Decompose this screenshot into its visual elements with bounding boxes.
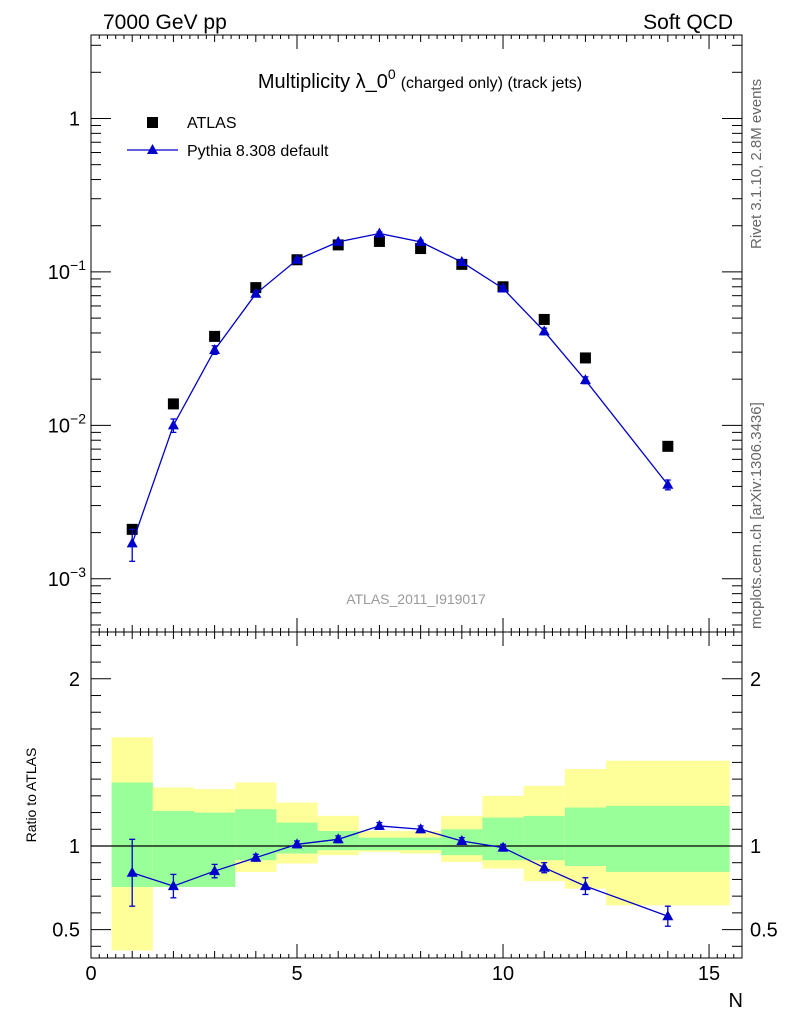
pythia-point xyxy=(126,537,138,548)
header-left: 7000 GeV pp xyxy=(103,11,227,34)
atlas-point xyxy=(662,440,674,452)
inner-uncertainty-band xyxy=(400,837,442,851)
inner-uncertainty-band xyxy=(482,817,524,861)
inner-uncertainty-band xyxy=(523,815,565,861)
pythia-point xyxy=(332,833,344,844)
pythia-point xyxy=(538,861,550,872)
pythia-point xyxy=(415,823,427,834)
x-tick-label: 10 xyxy=(492,963,514,985)
pythia-point xyxy=(497,841,509,852)
analysis-id-label: ATLAS_2011_I919017 xyxy=(346,591,486,607)
chart-title-sup: 0 xyxy=(388,66,396,82)
ratio-y-tick-label: 0.5 xyxy=(52,920,80,942)
ratio-y-tick-label: 2 xyxy=(69,669,80,691)
inner-uncertainty-band xyxy=(564,807,607,867)
y-tick-label: 10−2 xyxy=(48,410,86,437)
pythia-point xyxy=(579,374,591,385)
pythia-point xyxy=(662,910,674,921)
atlas-point xyxy=(415,243,427,255)
legend-atlas-marker xyxy=(147,117,158,128)
pythia-point xyxy=(538,325,550,336)
atlas-point xyxy=(579,352,591,364)
pythia-point xyxy=(291,253,303,264)
header-right: Soft QCD xyxy=(643,11,733,34)
x-tick-label: 15 xyxy=(698,963,720,985)
legend-pythia-label: Pythia 8.308 default xyxy=(187,143,329,160)
pythia-point xyxy=(579,880,591,891)
y-tick-label: 10−3 xyxy=(48,564,86,591)
pythia-point xyxy=(456,834,468,845)
chart-title: Multiplicity λ_00 (charged only) (track j… xyxy=(258,66,582,93)
ratio-y-axis-label: Ratio to ATLAS xyxy=(23,748,39,843)
inner-uncertainty-band xyxy=(606,805,730,872)
x-tick-label: 5 xyxy=(291,963,302,985)
ratio-plot-frame xyxy=(90,631,743,959)
pythia-point xyxy=(332,235,344,246)
pythia-point xyxy=(373,819,385,830)
chart-title-suffix: (charged only) (track jets) xyxy=(401,75,582,92)
pythia-point xyxy=(497,282,509,293)
atlas-point xyxy=(538,313,550,325)
pythia-point xyxy=(291,838,303,849)
pythia-point xyxy=(126,866,138,877)
x-axis-label: N xyxy=(729,990,743,1012)
inner-uncertainty-band xyxy=(358,837,401,851)
atlas-point xyxy=(250,282,262,294)
legend-atlas-label: ATLAS xyxy=(187,115,237,132)
atlas-point xyxy=(373,235,385,247)
ratio-y-tick-label-right: 1 xyxy=(750,836,761,858)
pythia-point xyxy=(250,287,262,298)
pythia-point xyxy=(167,880,179,891)
ratio-y-tick-label: 1 xyxy=(69,836,80,858)
legend-pythia-marker xyxy=(147,144,158,154)
chart-title-main: Multiplicity λ_0 xyxy=(258,71,388,93)
pythia-point xyxy=(373,227,385,238)
pythia-point xyxy=(415,235,427,246)
x-tick-label: 0 xyxy=(85,963,96,985)
legend: ATLAS Pythia 8.308 default xyxy=(127,115,329,160)
y-tick-label: 1 xyxy=(69,108,80,130)
pythia-point xyxy=(456,256,468,267)
pythia-point xyxy=(209,865,221,876)
ratio-y-tick-label-right: 0.5 xyxy=(750,920,778,942)
ratio-plot-panel: 0 5 10 15 0.5 0.5 1 1 2 2 Ratio to ATLAS N xyxy=(23,631,778,1012)
main-plot-panel: 10−3 10−2 10−1 1 Multiplicity λ_00 (charged … xyxy=(48,34,743,633)
y-tick-label: 10−1 xyxy=(48,257,86,284)
pythia-point xyxy=(167,419,179,430)
atlas-point xyxy=(209,330,221,342)
pythia-point xyxy=(662,478,674,489)
atlas-point xyxy=(167,398,179,410)
pythia-point xyxy=(209,343,221,354)
rivet-version-label: Rivet 3.1.10, 2.8M events xyxy=(748,79,765,249)
ratio-y-tick-label-right: 2 xyxy=(750,669,761,691)
pythia-point xyxy=(250,851,262,862)
source-label: mcplots.cern.ch [arXiv:1306.3436] xyxy=(748,402,765,629)
pythia-line xyxy=(131,232,669,544)
